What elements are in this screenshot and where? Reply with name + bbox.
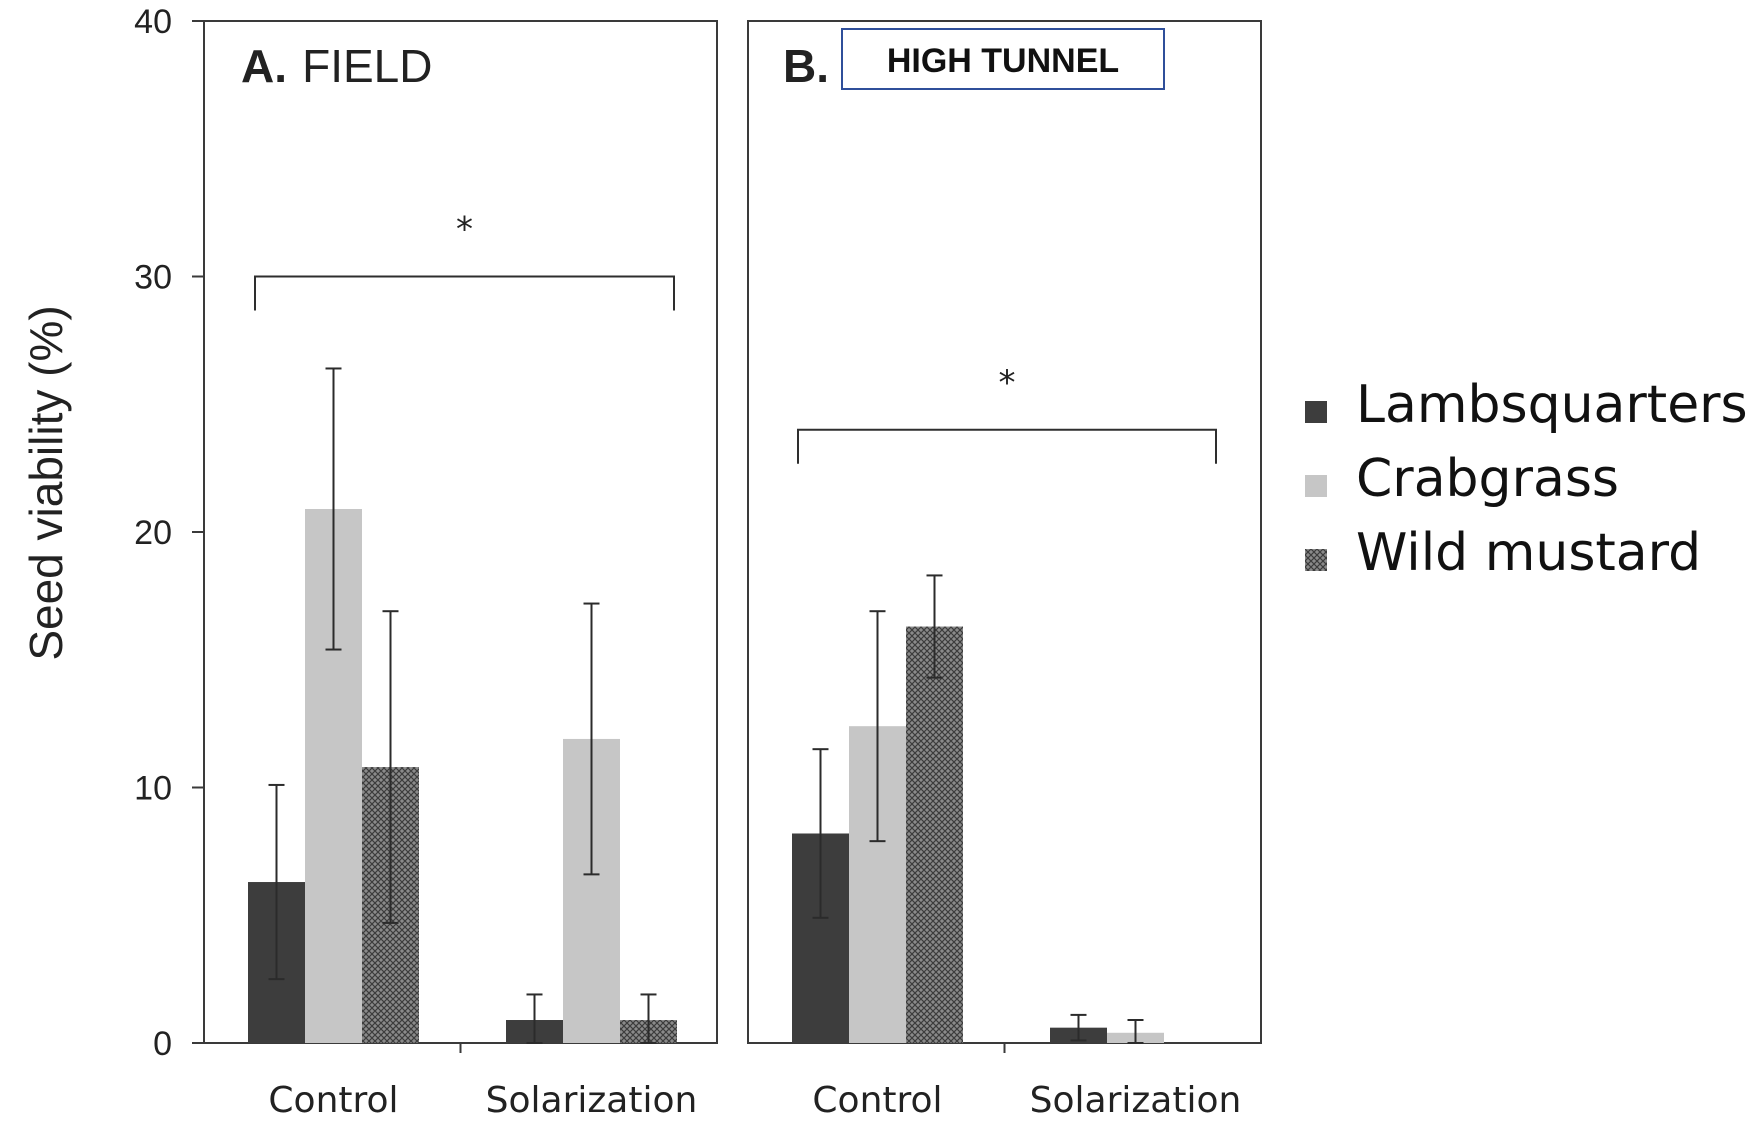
x-tick-label-control: Control <box>812 1080 942 1121</box>
y-tick-label: 10 <box>134 770 172 808</box>
y-tick-label: 30 <box>134 259 172 297</box>
legend-swatch-crabgrass <box>1305 475 1327 497</box>
y-tick-label: 40 <box>134 3 172 41</box>
panel-a-significance: * <box>254 210 675 311</box>
legend-label-crabgrass: Crabgrass <box>1356 449 1619 509</box>
panel-a-name: FIELD <box>302 40 432 92</box>
significance-star: * <box>456 210 473 250</box>
bar-wild-mustard-control <box>906 626 963 1043</box>
panel-b-bars <box>792 574 1164 1044</box>
legend-swatch-lambsquarters <box>1305 401 1327 423</box>
legend: Lambsquarters Crabgrass Wild mustard <box>1305 375 1748 583</box>
significance-bracket <box>254 275 675 311</box>
x-tick-label-solarization: Solarization <box>486 1080 698 1121</box>
x-tick-label-control: Control <box>268 1080 398 1121</box>
panel-a-bars <box>248 367 677 1044</box>
panel-b-x-axis-ticks: Control Solarization <box>812 1043 1241 1121</box>
panel-b-significance: * <box>797 363 1217 464</box>
panel-b-name: HIGH TUNNEL <box>887 42 1119 80</box>
panel-b-letter: B. <box>783 40 829 92</box>
panel-a-title: A. FIELD <box>241 40 432 92</box>
legend-label-lambsquarters: Lambsquarters <box>1356 375 1748 435</box>
y-axis-label: Seed viability (%) <box>20 305 72 660</box>
panel-a: A. FIELD * Control Solarization <box>203 20 718 1121</box>
panel-a-x-axis-ticks: Control Solarization <box>268 1043 697 1121</box>
y-tick-label: 20 <box>134 514 172 552</box>
panel-a-letter: A. <box>241 40 287 92</box>
y-axis-ticks: 0 10 20 30 40 <box>134 3 204 1063</box>
x-tick-label-solarization: Solarization <box>1030 1080 1242 1121</box>
legend-swatch-wild-mustard <box>1305 549 1327 571</box>
legend-label-wild-mustard: Wild mustard <box>1356 523 1701 583</box>
panel-b: B. HIGH TUNNEL * Control Solarization <box>747 20 1262 1121</box>
y-tick-label: 0 <box>153 1025 172 1063</box>
significance-star: * <box>999 363 1016 403</box>
panel-b-name-box <box>841 28 1165 90</box>
significance-bracket <box>797 428 1217 464</box>
